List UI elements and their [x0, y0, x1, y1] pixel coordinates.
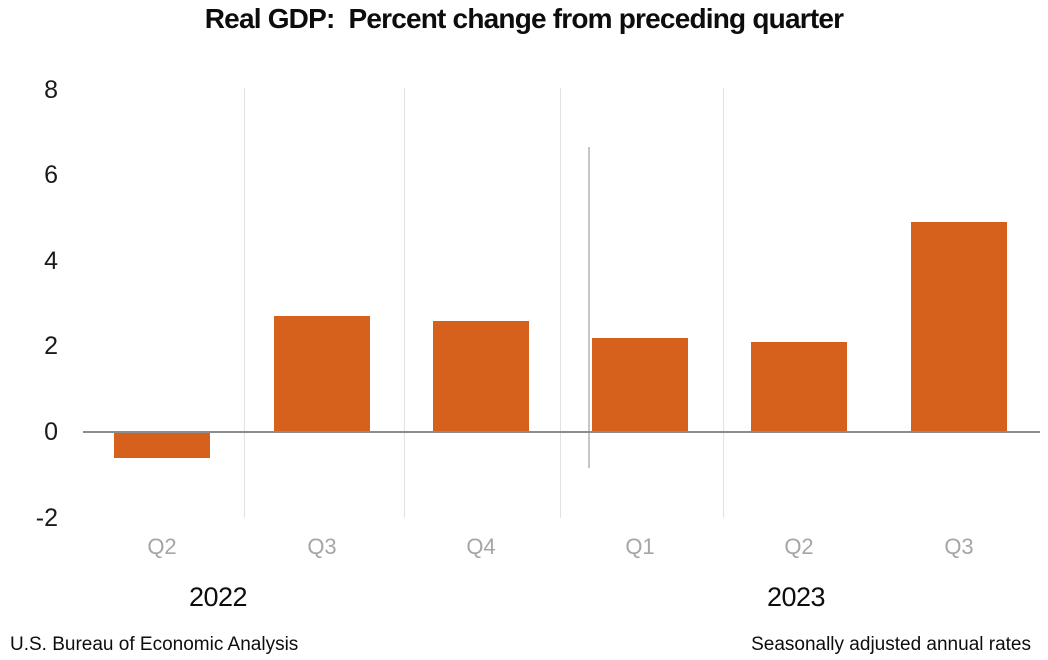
x-axis-quarter-label-1: Q2 — [147, 534, 177, 559]
bar-q1-2023 — [592, 338, 688, 432]
x-axis-quarter-label-6: Q3 — [944, 534, 974, 559]
y-tick-label-4: 4 — [44, 246, 58, 275]
footer-row: U.S. Bureau of Economic Analysis Seasona… — [0, 634, 1048, 656]
category-gridline-4 — [723, 88, 724, 518]
bar-q2-2023 — [751, 342, 847, 432]
y-tick-label-2: 2 — [44, 332, 58, 361]
bar-q3-2023 — [911, 222, 1007, 432]
x-axis-quarter-label-3: Q4 — [466, 534, 496, 559]
category-gridline-1 — [244, 88, 245, 518]
bar-q2-2022 — [114, 432, 210, 458]
bar-q3-2022 — [274, 316, 370, 432]
category-gridline-2 — [404, 88, 405, 518]
category-gridline-3 — [560, 88, 561, 518]
x-axis-quarter-label-4: Q1 — [625, 534, 655, 559]
y-tick-label-0: 0 — [44, 418, 58, 446]
y-tick-label-6: 6 — [44, 161, 58, 190]
zero-baseline — [83, 431, 1040, 433]
x-axis-quarter-label-2: Q3 — [307, 534, 337, 559]
y-tick-label-8: 8 — [44, 75, 58, 104]
bar-q4-2022 — [433, 321, 529, 432]
y-tick-label--2: -2 — [35, 503, 58, 532]
chart-title: Real GDP: Percent change from preceding … — [204, 3, 844, 34]
seasonal-adjustment-note: Seasonally adjusted annual rates — [751, 634, 1031, 655]
x-axis-year-label-2022: 2022 — [188, 582, 248, 612]
source-note: U.S. Bureau of Economic Analysis — [10, 634, 299, 655]
x-axis-year-label-2023: 2023 — [766, 582, 826, 612]
x-axis-quarter-label-5: Q2 — [784, 534, 814, 559]
year-divider-line — [588, 147, 590, 468]
